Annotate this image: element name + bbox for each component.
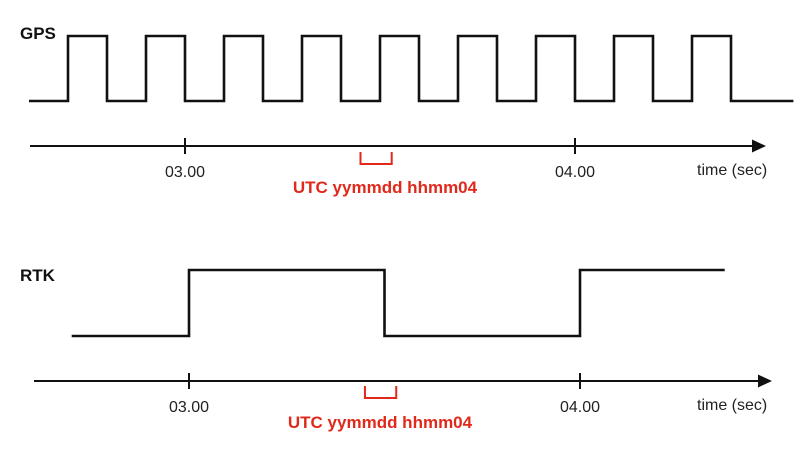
gps-signal-label: GPS: [20, 24, 56, 43]
gps-time-unit-label: time (sec): [697, 162, 767, 179]
rtk-pulse-waveform: [71, 268, 725, 338]
rtk-axis-arrow-icon: [758, 374, 772, 388]
rtk-signal-label: RTK: [20, 266, 56, 285]
gps-tick-label-04: 04.00: [555, 164, 595, 181]
rtk-tick-label-03: 03.00: [169, 399, 209, 416]
rtk-utc-message-label: UTC yymmdd hhmm04: [288, 413, 473, 432]
gps-pulse-waveform: [29, 34, 794, 103]
gps-axis-arrow-icon: [752, 139, 766, 153]
gps-utc-window-bracket: [359, 152, 393, 165]
rtk-tick-label-04: 04.00: [560, 399, 600, 416]
gps-panel: GPS 03.00 04.00 time (sec) UTC yymmdd hh…: [20, 24, 794, 197]
rtk-panel: RTK 03.00 04.00 time (sec) UTC yymmdd hh…: [20, 266, 772, 432]
gps-utc-message-label: UTC yymmdd hhmm04: [293, 178, 478, 197]
gps-tick-label-03: 03.00: [165, 164, 205, 181]
rtk-utc-window-bracket: [363, 386, 398, 399]
rtk-time-unit-label: time (sec): [697, 397, 767, 414]
